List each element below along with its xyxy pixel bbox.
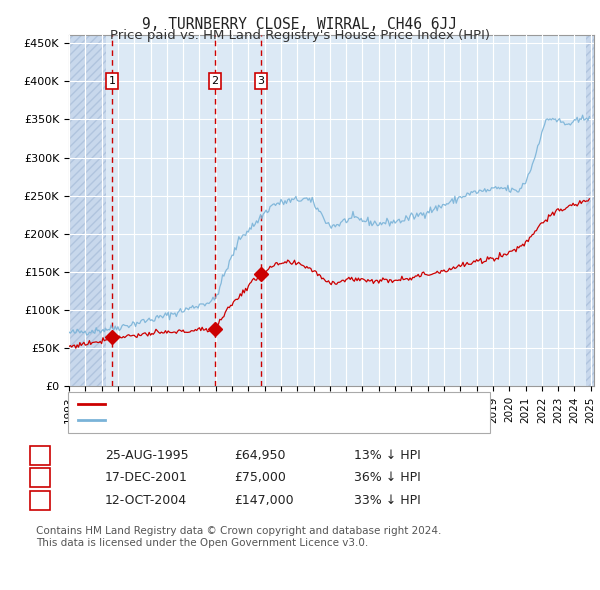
Text: 33% ↓ HPI: 33% ↓ HPI xyxy=(354,494,421,507)
Text: 2: 2 xyxy=(36,471,44,484)
Text: Contains HM Land Registry data © Crown copyright and database right 2024.
This d: Contains HM Land Registry data © Crown c… xyxy=(36,526,442,548)
Text: 25-AUG-1995: 25-AUG-1995 xyxy=(105,449,188,462)
Text: 13% ↓ HPI: 13% ↓ HPI xyxy=(354,449,421,462)
Text: £75,000: £75,000 xyxy=(234,471,286,484)
Text: 2: 2 xyxy=(212,76,218,86)
Text: Price paid vs. HM Land Registry's House Price Index (HPI): Price paid vs. HM Land Registry's House … xyxy=(110,29,490,42)
Text: 1: 1 xyxy=(109,76,116,86)
Text: 9, TURNBERRY CLOSE, WIRRAL, CH46 6JJ (detached house): 9, TURNBERRY CLOSE, WIRRAL, CH46 6JJ (de… xyxy=(110,398,455,411)
Bar xyxy=(586,35,594,386)
Text: HPI: Average price, detached house, Wirral: HPI: Average price, detached house, Wirr… xyxy=(110,414,363,427)
Text: 3: 3 xyxy=(36,494,44,507)
Text: £64,950: £64,950 xyxy=(234,449,286,462)
Text: £147,000: £147,000 xyxy=(234,494,293,507)
Text: 1: 1 xyxy=(36,449,44,462)
Text: 12-OCT-2004: 12-OCT-2004 xyxy=(105,494,187,507)
Text: 36% ↓ HPI: 36% ↓ HPI xyxy=(354,471,421,484)
Bar xyxy=(69,35,106,386)
Text: 3: 3 xyxy=(257,76,265,86)
Text: 17-DEC-2001: 17-DEC-2001 xyxy=(105,471,188,484)
Text: 9, TURNBERRY CLOSE, WIRRAL, CH46 6JJ: 9, TURNBERRY CLOSE, WIRRAL, CH46 6JJ xyxy=(143,17,458,31)
